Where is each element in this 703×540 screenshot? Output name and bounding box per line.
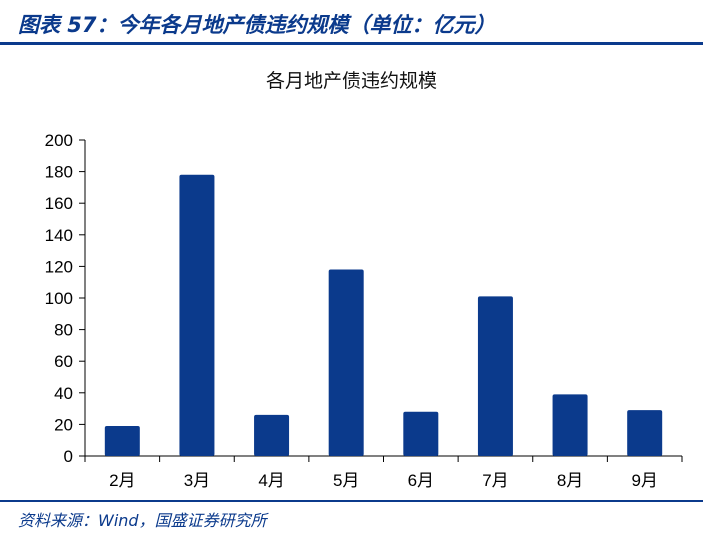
x-tick-label: 7月 bbox=[482, 471, 508, 490]
bar-3月 bbox=[179, 174, 215, 456]
x-tick-label: 4月 bbox=[258, 471, 284, 490]
bar-9月 bbox=[627, 410, 663, 456]
y-tick-label: 40 bbox=[54, 384, 73, 403]
chart-title: 各月地产债违约规模 bbox=[265, 70, 437, 92]
x-tick-label: 3月 bbox=[184, 471, 210, 490]
y-tick-label: 200 bbox=[45, 131, 73, 150]
bar-2月 bbox=[104, 425, 140, 456]
header-divider bbox=[0, 42, 703, 45]
bar-4月 bbox=[254, 414, 290, 456]
bar-6月 bbox=[403, 411, 439, 456]
y-tick-label: 80 bbox=[54, 321, 73, 340]
x-tick-label: 5月 bbox=[333, 471, 359, 490]
x-tick-label: 2月 bbox=[109, 471, 135, 490]
x-tick-label: 9月 bbox=[631, 471, 657, 490]
bar-chart: 0 20 40 60 80 100 120 140 160 180 200 2月 3月 4月 5月 6月 7月 8… bbox=[45, 131, 683, 490]
figure-title: 图表 57：今年各月地产债违约规模（单位：亿元） bbox=[18, 13, 496, 37]
footer-divider bbox=[0, 500, 703, 502]
bar-5月 bbox=[328, 269, 364, 456]
figure-header: 图表 57：今年各月地产债违约规模（单位：亿元） bbox=[0, 0, 703, 46]
y-tick-label: 140 bbox=[45, 226, 73, 245]
y-tick-label: 120 bbox=[45, 257, 73, 276]
y-tick-label: 100 bbox=[45, 289, 73, 308]
y-tick-label: 180 bbox=[45, 163, 73, 182]
y-tick-label: 0 bbox=[64, 447, 73, 466]
source-note: 资料来源：Wind，国盛证券研究所 bbox=[18, 511, 267, 530]
y-tick-label: 20 bbox=[54, 415, 73, 434]
bar-7月 bbox=[477, 296, 513, 456]
x-tick-label: 8月 bbox=[557, 471, 583, 490]
x-tick-label: 6月 bbox=[408, 471, 434, 490]
y-tick-label: 60 bbox=[54, 352, 73, 371]
bar-8月 bbox=[552, 394, 588, 456]
y-tick-label: 160 bbox=[45, 194, 73, 213]
